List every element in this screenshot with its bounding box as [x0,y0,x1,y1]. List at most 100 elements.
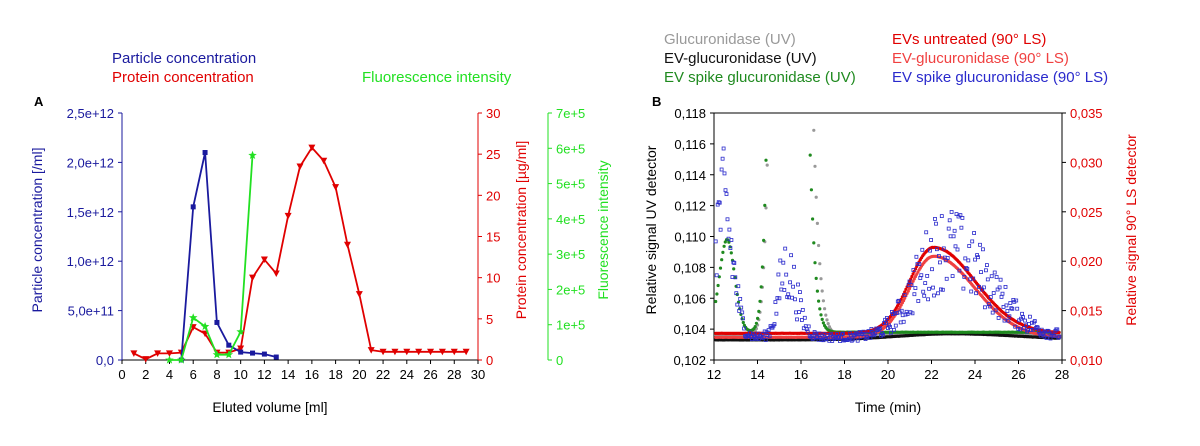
data-point [814,276,818,280]
data-point [237,345,245,352]
data-point [997,285,1002,290]
data-point [957,268,962,273]
data-point [992,270,997,275]
data-point [367,347,375,354]
data-point [773,300,778,305]
data-point [985,263,989,268]
data-point [177,355,186,364]
data-point [391,348,399,356]
data-point [224,350,234,359]
data-point [811,217,815,221]
data-point [789,253,793,258]
data-point [946,226,951,231]
a-tick-label-right2: 3e+5 [556,247,585,262]
data-point [898,320,903,325]
data-point [1022,326,1026,331]
data-point [1002,318,1007,323]
b-x-tick-label: 20 [881,367,895,382]
data-point [838,339,842,344]
data-point [903,296,907,300]
data-point [1013,324,1018,329]
data-point [226,342,232,348]
data-point [722,171,727,176]
data-point [919,273,924,278]
a-tick-label-right2: 2e+5 [556,282,585,297]
data-point [814,195,818,199]
data-point [809,188,814,192]
data-point [820,289,824,293]
a-tick-label-left: 2,5e+12 [67,106,114,121]
data-point [818,262,822,266]
data-point [154,350,162,357]
data-point [762,238,766,242]
data-point [988,295,993,299]
data-point [763,338,768,342]
data-point [907,279,912,284]
data-point [808,153,812,157]
b-tick-label-right: 0,010 [1070,353,1103,368]
legend-evs-untreated-ls: EVs untreated (90° LS) [892,31,1046,48]
data-point [940,287,945,292]
data-point [735,302,740,307]
legend-ev-glucuronidase-ls: EV-glucuronidase (90° LS) [892,50,1069,67]
b-tick-label-left: 0,108 [673,260,706,275]
data-point [933,216,937,221]
data-point [813,164,817,168]
data-point [1015,306,1020,311]
data-point [872,333,877,338]
b-tick-label-left: 0,118 [674,106,706,121]
panel-a-axes [118,112,552,364]
data-point [714,273,719,278]
data-point [818,307,822,311]
data-point [934,221,938,226]
data-point [272,270,280,278]
data-point [909,283,914,288]
data-point [817,331,822,336]
data-point [783,246,788,251]
data-point [950,274,955,279]
legend-fluorescence-intensity: Fluorescence intensity [362,69,512,86]
a-tick-label-right: 0 [486,353,493,368]
data-point [713,239,718,244]
data-point [212,350,222,359]
data-point [947,218,952,223]
data-point [1035,325,1040,330]
data-point [920,247,925,252]
data-point [736,284,741,289]
data-point [799,298,803,303]
data-point [949,210,954,214]
data-point [1055,327,1060,332]
a-tick-label-left: 5,0e+11 [68,304,114,319]
data-point [978,242,982,247]
data-point [966,258,971,263]
b-tick-label-left: 0,102 [673,353,706,368]
data-point [904,309,909,314]
data-point [188,313,198,322]
data-point [916,299,921,303]
data-point [767,334,772,339]
data-point [792,264,796,269]
data-point [202,150,208,156]
data-point [943,258,948,263]
data-point [829,332,834,337]
data-point [1003,284,1008,289]
data-point [758,299,762,303]
data-point [819,337,824,342]
data-point [911,279,915,283]
data-point [1014,298,1019,303]
data-point [320,157,328,165]
data-point [881,332,885,337]
panel-b-x-axis-title: Time (min) [855,399,921,415]
data-point [248,150,257,159]
a-x-tick-label: 16 [305,367,319,382]
data-point [913,286,918,291]
a-tick-label-right2: 1e+5 [556,318,585,333]
data-point [973,257,977,262]
a-x-tick-label: 12 [257,367,271,382]
legend-particle-concentration: Particle concentration [112,50,256,67]
data-point [734,291,739,296]
data-point [820,317,824,321]
series-particle-concentration [178,150,279,363]
data-point [975,253,979,258]
data-point [1057,334,1062,339]
